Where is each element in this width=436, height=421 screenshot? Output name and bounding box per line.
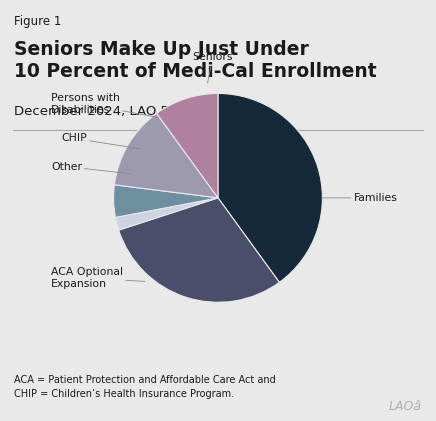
Text: Other: Other [51, 162, 131, 174]
Text: Figure 1: Figure 1 [14, 15, 61, 28]
Text: Seniors Make Up Just Under
10 Percent of Medi-Cal Enrollment: Seniors Make Up Just Under 10 Percent of… [14, 40, 377, 81]
Wedge shape [218, 93, 322, 282]
Text: Seniors: Seniors [193, 52, 233, 83]
Text: ACA Optional
Expansion: ACA Optional Expansion [51, 267, 145, 289]
Wedge shape [157, 93, 218, 198]
Text: Families: Families [322, 193, 398, 203]
Text: Persons with
Disabilities: Persons with Disabilities [51, 93, 159, 117]
Text: LAOâ: LAOâ [389, 400, 422, 413]
Wedge shape [116, 198, 218, 230]
Wedge shape [114, 113, 218, 198]
Text: December 2024, LAO Estimates: December 2024, LAO Estimates [14, 105, 226, 118]
Wedge shape [114, 185, 218, 217]
Text: ACA = Patient Protection and Affordable Care Act and
CHIP = Children’s Health In: ACA = Patient Protection and Affordable … [14, 375, 276, 399]
Text: CHIP: CHIP [61, 133, 140, 149]
Wedge shape [119, 198, 279, 302]
